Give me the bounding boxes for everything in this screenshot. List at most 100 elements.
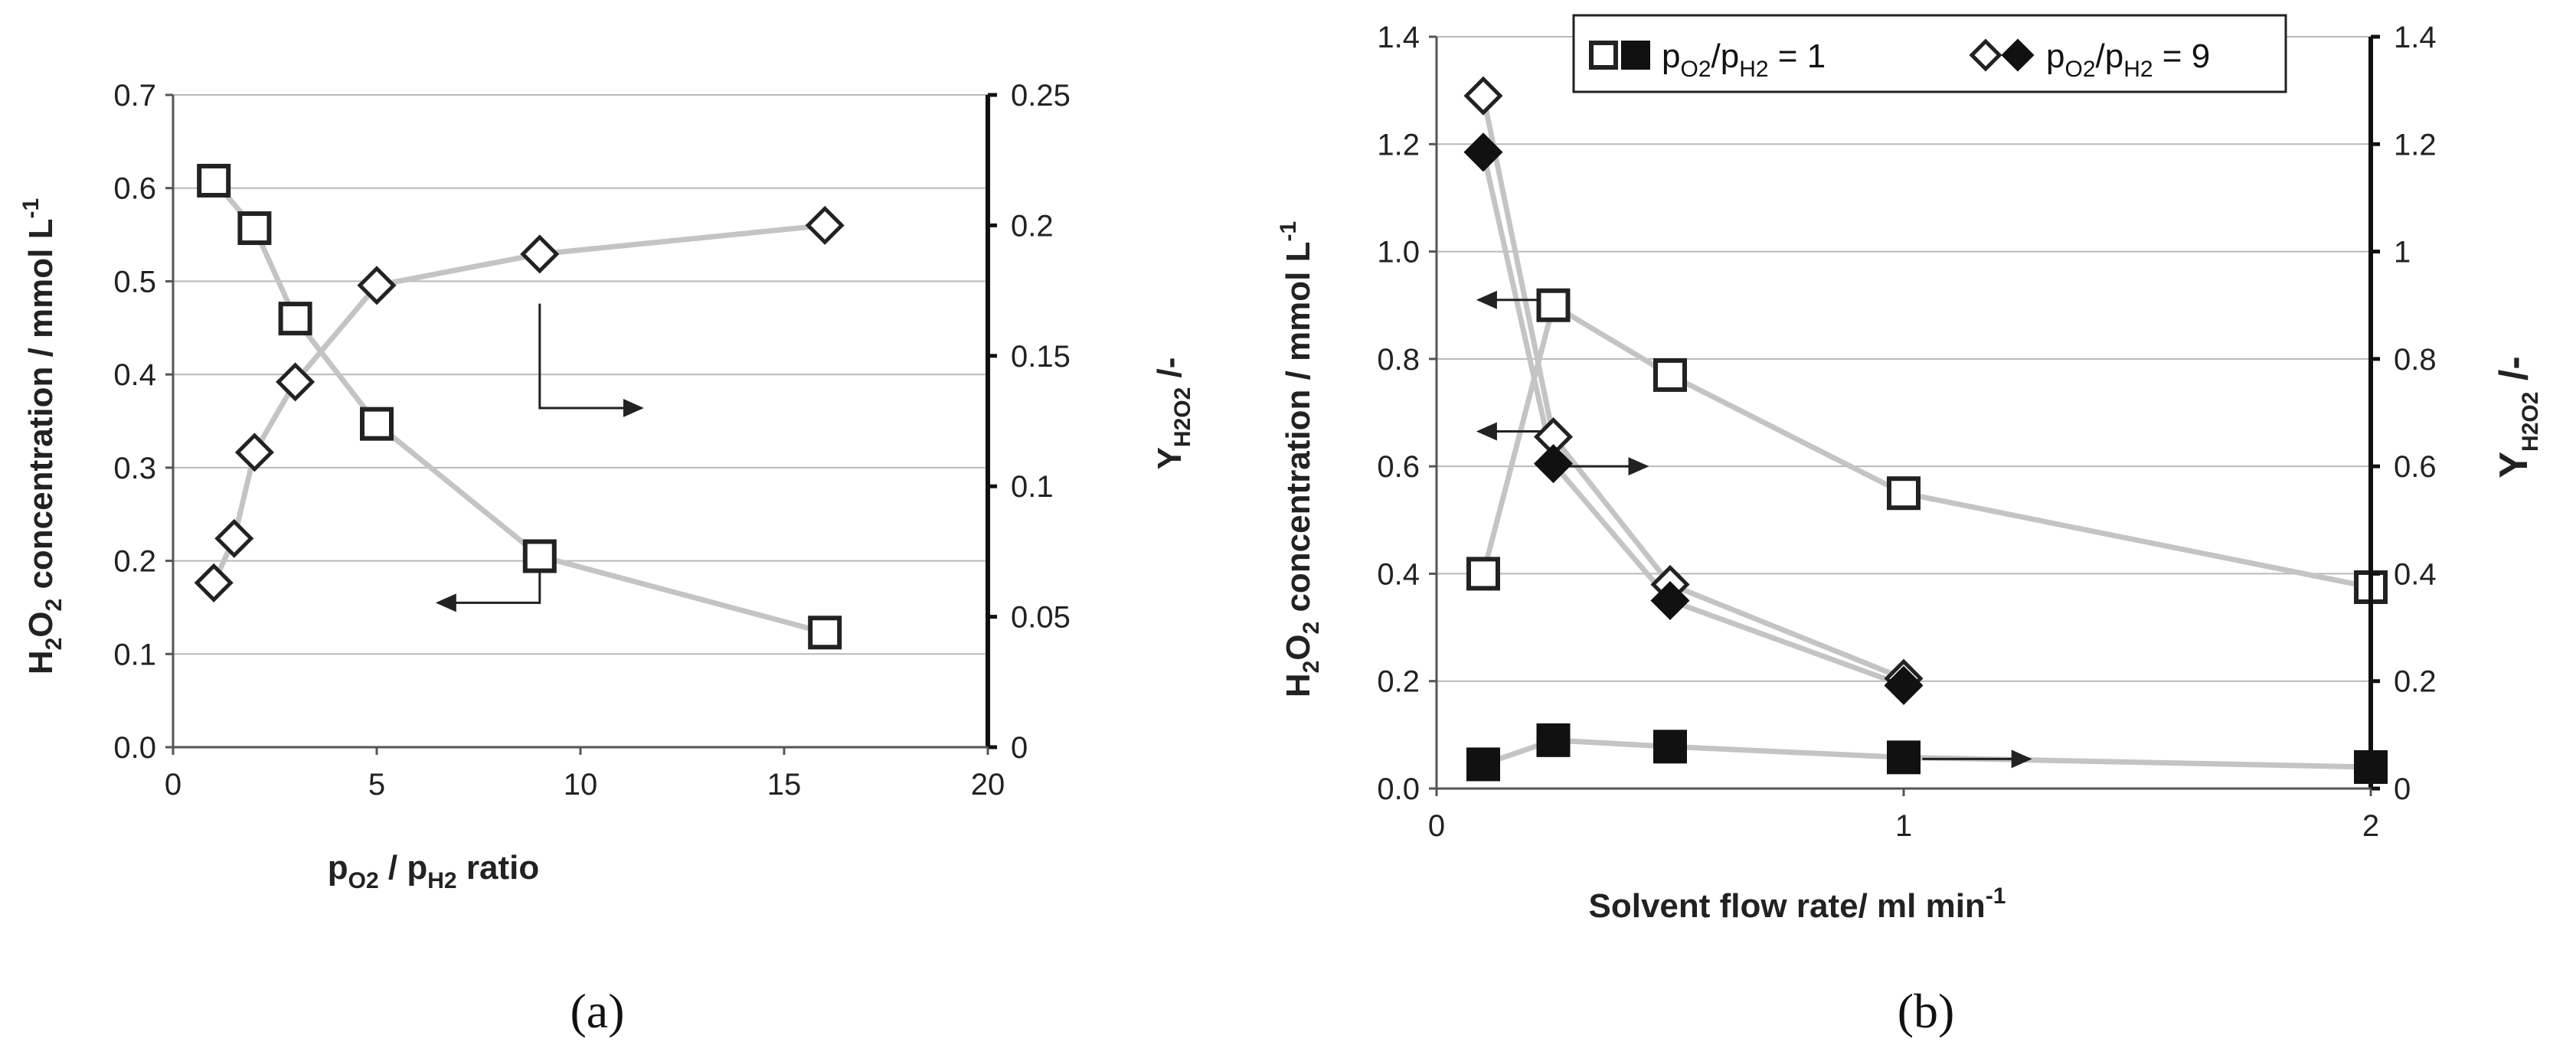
chart-b-point-diamond-open xyxy=(1463,76,1503,116)
chart-a-point-diamond-open xyxy=(357,266,397,305)
chart-a-point-square-open xyxy=(808,616,842,650)
chart-a-xtick-label: 15 xyxy=(767,768,802,802)
chart-a-axes xyxy=(165,93,997,755)
chart-b-point-square-filled xyxy=(1466,747,1500,782)
chart-a-ytick-left-label: 0.4 xyxy=(113,358,156,392)
chart-b-point-square-open xyxy=(1536,288,1571,322)
chart-a-point-diamond-open xyxy=(194,563,234,602)
chart-b-xlabel: Solvent flow rate/ ml min-1 xyxy=(1589,883,2006,925)
chart-a-series-lines xyxy=(211,178,826,635)
legend-label-ratio-9: pO2/pH2 = 9 xyxy=(2046,38,2210,82)
chart-b-ytick-right-label: 1 xyxy=(2394,236,2411,269)
chart-b-point-diamond-filled xyxy=(1650,580,1690,621)
legend-marker-square-filled xyxy=(1621,41,1650,70)
chart-b-tick-labels: 0.0 0.2 0.4 0.6 0.8 1.0 1.2 1.4 0 0.2 0.4 0.6 0.8 1 1.… xyxy=(1377,21,2436,843)
chart-a-markers xyxy=(194,163,845,650)
chart-a-point-square-open xyxy=(237,211,272,246)
chart-a-series-line-1 xyxy=(211,222,825,584)
chart-b-point-diamond-filled xyxy=(1884,665,1924,705)
chart-b-ylabel-left: H2O2 concentration / mmol L-1 xyxy=(1276,221,1324,697)
chart-a-point-square-open xyxy=(278,302,312,336)
chart-a-point-diamond-open xyxy=(234,433,274,472)
chart-b-ylabel-right: YH2O2 /- xyxy=(2492,356,2543,478)
legend-label-ratio-1: pO2/pH2 = 1 xyxy=(1662,38,1826,82)
chart-b-series-line-1 xyxy=(1482,737,2372,770)
chart-b-point-diamond-filled xyxy=(1533,444,1574,484)
chart-b-ytick-right-label: 0 xyxy=(2394,772,2411,806)
chart-b-point-square-open xyxy=(1887,476,1921,511)
chart-a-point-diamond-open xyxy=(214,518,254,558)
chart-b-point-square-filled xyxy=(1653,730,1687,764)
chart-b-ytick-left-label: 0.2 xyxy=(1377,665,1420,699)
chart-b-axes xyxy=(1429,34,2380,796)
chart-b-point-square-filled xyxy=(1536,723,1571,757)
chart-b-ytick-left-label: 0.4 xyxy=(1377,557,1420,591)
chart-a-ytick-left-label: 0.5 xyxy=(113,265,156,299)
chart-a-series-line-0 xyxy=(211,178,826,635)
chart-a-ytick-left-label: 0.6 xyxy=(113,172,156,206)
chart-b-xtick-label: 1 xyxy=(1895,809,1912,843)
chart-a-point-diamond-open xyxy=(805,205,845,245)
chart-b-point-square-filled xyxy=(1887,740,1921,775)
chart-a-arrow-1 xyxy=(538,303,644,417)
chart-b-ytick-right-label: 0.6 xyxy=(2394,450,2437,484)
chart-a-ytick-left-label: 0.7 xyxy=(113,79,156,113)
legend-box xyxy=(1572,14,2287,93)
chart-b-point-diamond-filled xyxy=(1463,132,1503,172)
chart-a-xtick-label: 0 xyxy=(165,768,181,802)
legend-marker-diamond-filled xyxy=(2001,38,2035,72)
chart-b-point-square-open xyxy=(1466,557,1500,591)
panel-label-a: (a) xyxy=(570,984,624,1038)
chart-b-ytick-right-label: 1.4 xyxy=(2394,21,2437,54)
chart-b-gridlines xyxy=(1437,36,2371,682)
chart-b-legend: pO2/pH2 = 1 pO2/pH2 = 9 xyxy=(1572,14,2287,93)
chart-a-ytick-right-label: 0.05 xyxy=(1011,601,1071,635)
chart-a-ytick-right-label: 0.25 xyxy=(1011,79,1071,113)
chart-a-point-square-open xyxy=(197,163,231,198)
chart-b-ytick-left-label: 1.4 xyxy=(1377,21,1420,54)
chart-b-ytick-right-label: 0.8 xyxy=(2394,343,2437,377)
chart-a-point-diamond-open xyxy=(520,234,560,274)
chart-a-ylabel-right: YH2O2 /- xyxy=(1151,358,1195,470)
chart-a-point-square-open xyxy=(360,407,394,441)
chart-a-ytick-left-label: 0.2 xyxy=(113,545,156,579)
chart-b-ytick-right-label: 0.2 xyxy=(2394,665,2437,699)
chart-a-tick-labels: 0.0 0.1 0.2 0.3 0.4 0.5 0.6 0.7 0 0.05 0.1 0.15 0.2 0… xyxy=(113,79,1070,802)
chart-b-series-line-0 xyxy=(1480,302,2372,590)
chart-b-ytick-right-label: 1.2 xyxy=(2394,128,2437,162)
chart-b-series-line-3 xyxy=(1480,152,1905,688)
chart-b-point-square-open xyxy=(1653,358,1687,392)
chart-b-xtick-label: 2 xyxy=(2362,809,2379,843)
chart-b-ytick-left-label: 0.8 xyxy=(1377,343,1420,377)
chart-a-ytick-left-label: 0.1 xyxy=(113,638,156,671)
chart-b-series-line-2 xyxy=(1480,95,1905,681)
chart-b-ytick-left-label: 0.0 xyxy=(1377,772,1420,806)
legend-marker-square-open xyxy=(1589,41,1618,70)
panel-label-b: (b) xyxy=(1898,984,1955,1038)
chart-a-ytick-right-label: 0 xyxy=(1011,731,1028,765)
chart-a-ytick-left-label: 0.3 xyxy=(113,452,156,485)
chart-b-series-lines xyxy=(1480,95,2372,770)
chart-a-xlabel: pO2 / pH2 ratio xyxy=(328,849,539,893)
chart-a-xtick-label: 5 xyxy=(368,768,385,802)
chart-a-ytick-right-label: 0.2 xyxy=(1011,209,1054,243)
chart-b-point-diamond-open xyxy=(1533,417,1574,457)
chart-a-ytick-left-label: 0.0 xyxy=(113,731,156,765)
chart-b-markers xyxy=(1463,76,2388,784)
chart-b: 0.0 0.2 0.4 0.6 0.8 1.0 1.2 1.4 0 0.2 0.4 0.6 0.8 1 1.… xyxy=(1276,14,2543,1038)
chart-a-point-diamond-open xyxy=(276,362,315,402)
chart-a-xtick-label: 20 xyxy=(971,768,1005,802)
chart-b-ytick-left-label: 1.0 xyxy=(1377,236,1420,269)
chart-b-xtick-label: 0 xyxy=(1428,809,1445,843)
chart-a-ylabel-left: H2O2 concentration / mmol L-1 xyxy=(18,198,67,674)
chart-a-ytick-right-label: 0.1 xyxy=(1011,470,1054,504)
chart-a-xtick-label: 10 xyxy=(564,768,598,802)
chart-a-gridlines xyxy=(173,94,988,655)
chart-b-ytick-right-label: 0.4 xyxy=(2394,557,2437,591)
legend-marker-diamond-open xyxy=(1969,38,2002,72)
chart-a-ytick-right-label: 0.15 xyxy=(1011,340,1071,374)
chart-b-ytick-left-label: 1.2 xyxy=(1377,128,1420,162)
chart-b-ytick-left-label: 0.6 xyxy=(1377,450,1420,484)
chart-b-annotations xyxy=(1476,290,2032,769)
